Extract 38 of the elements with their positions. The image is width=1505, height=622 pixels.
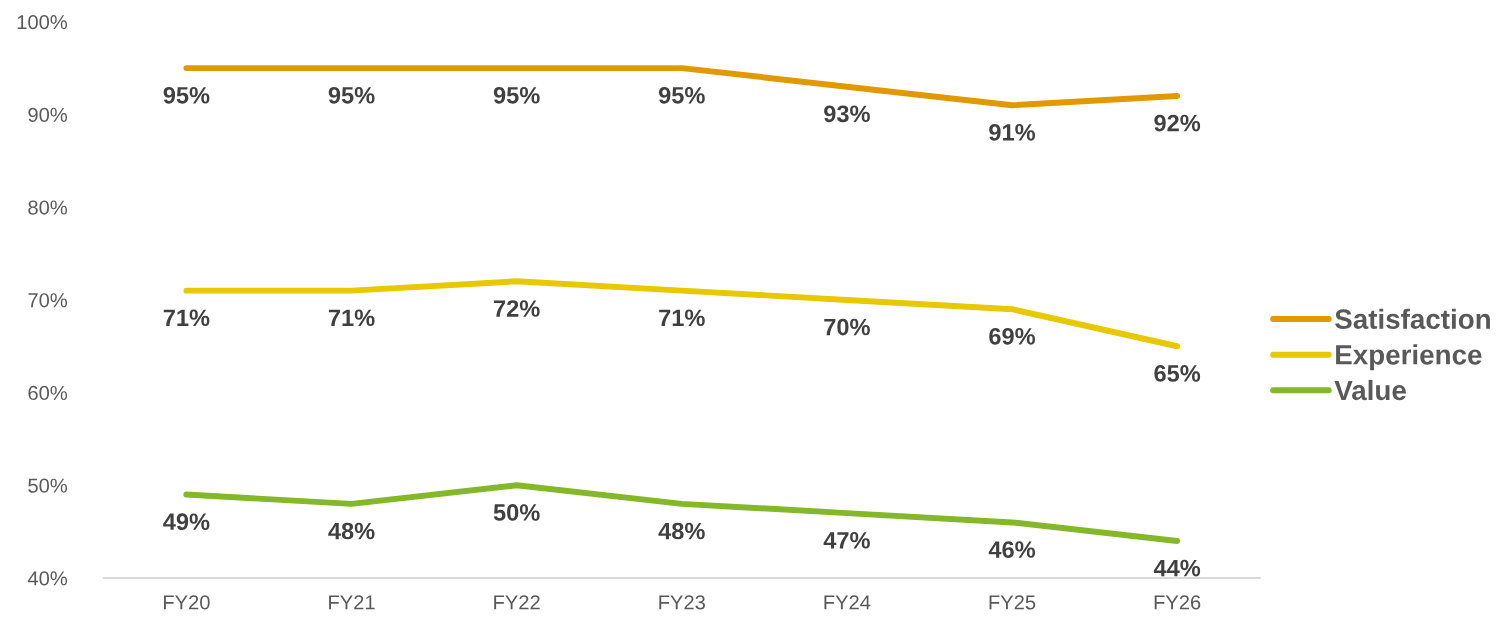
data-label: 49% (163, 513, 210, 531)
data-label: 48% (328, 522, 375, 540)
data-label: 95% (163, 86, 210, 104)
data-label: 70% (824, 318, 870, 336)
y-tick-label: 80% (28, 200, 68, 215)
data-label: 44% (1153, 559, 1201, 577)
data-label: 71% (163, 309, 210, 327)
legend-label: Satisfaction (1335, 308, 1490, 330)
data-label: 91% (989, 123, 1036, 141)
x-tick-label: FY21 (329, 595, 375, 610)
y-tick-label: 50% (28, 478, 68, 493)
data-label: 95% (493, 86, 540, 104)
data-label: 71% (659, 309, 705, 327)
y-tick-label: 100% (17, 15, 68, 30)
data-label: 93% (824, 105, 870, 123)
data-label: 65% (1154, 365, 1201, 382)
x-tick-label: FY25 (989, 595, 1036, 610)
y-tick-label: 90% (28, 107, 68, 122)
data-label: 47% (823, 531, 870, 549)
x-tick-label: FY23 (659, 595, 705, 610)
y-tick-label: 40% (27, 571, 68, 586)
data-label: 95% (658, 86, 705, 104)
x-tick-label: FY24 (824, 595, 871, 610)
data-label: 92% (1154, 114, 1201, 132)
x-tick-label: FY20 (163, 595, 210, 610)
data-label: 71% (328, 309, 375, 327)
data-label: 72% (494, 300, 540, 317)
data-label: 69% (989, 327, 1036, 345)
data-label: 46% (988, 541, 1036, 558)
data-label: 95% (328, 86, 375, 104)
data-label: 48% (658, 522, 705, 540)
legend-label: Value (1334, 379, 1406, 401)
y-tick-label: 70% (28, 293, 68, 308)
x-tick-label: FY26 (1154, 595, 1201, 610)
x-tick-label: FY22 (494, 595, 540, 610)
legend-label: Experience (1336, 344, 1482, 371)
data-label: 50% (493, 504, 540, 521)
y-tick-label: 60% (28, 385, 68, 401)
